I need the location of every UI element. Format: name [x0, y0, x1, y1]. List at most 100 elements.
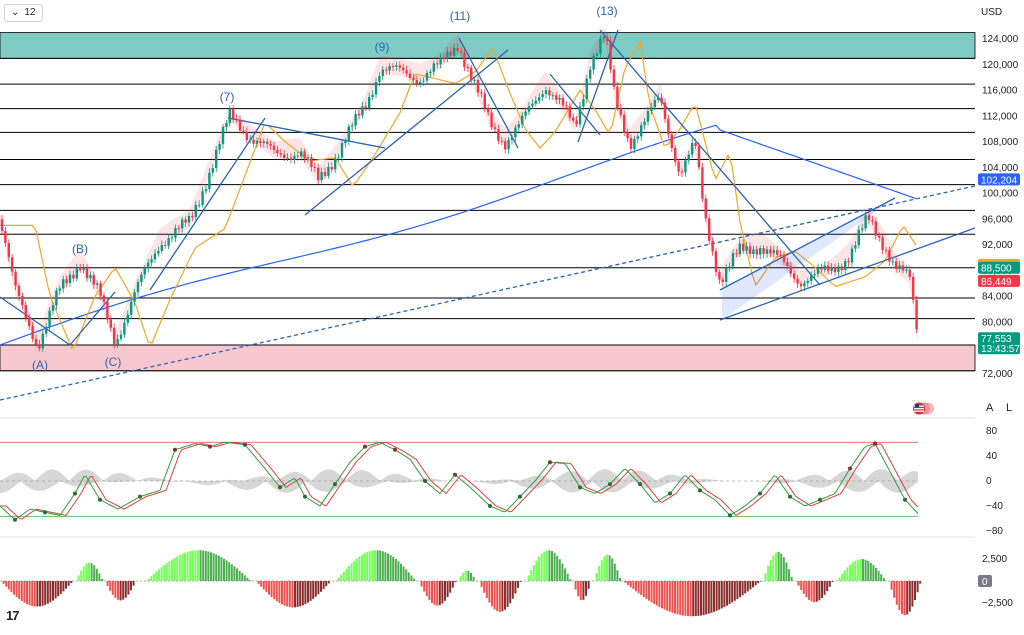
- candle-body: [136, 282, 140, 293]
- histogram-bar: [255, 581, 257, 582]
- price-pane[interactable]: (A) (B) (C) (7) (9) (11) (13): [0, 4, 976, 401]
- stochastic-cross-dot: [208, 444, 212, 449]
- stochastic-pane[interactable]: 80 40 0 −40 −80: [0, 426, 1003, 537]
- candle-body: [878, 235, 881, 238]
- candle-body: [194, 204, 197, 218]
- candle-body: [796, 278, 799, 284]
- histogram-bar: [470, 572, 472, 581]
- histogram-bar: [145, 581, 147, 582]
- histogram-bar: [574, 581, 577, 590]
- wave-label: (11): [450, 9, 470, 23]
- candle-body: [157, 250, 160, 254]
- trend-line: [227, 117, 386, 149]
- histogram-bar: [36, 581, 39, 607]
- candle-body: [198, 204, 201, 206]
- histogram-bar: [132, 581, 135, 586]
- candle-body: [439, 57, 442, 65]
- candle-body: [823, 265, 826, 270]
- candle-body: [85, 268, 89, 279]
- histogram-bar: [483, 581, 486, 593]
- ma-orange-line: [0, 40, 917, 350]
- histogram-bar: [109, 581, 112, 591]
- histogram-bar: [757, 581, 760, 584]
- histogram-bar: [867, 560, 870, 581]
- histogram-bar: [314, 581, 317, 597]
- histogram-bar: [376, 550, 379, 581]
- histogram-bar: [299, 581, 302, 607]
- histogram-bar: [28, 581, 31, 606]
- histogram-bar: [233, 566, 236, 581]
- candle-body: [578, 106, 582, 125]
- candle-body: [266, 141, 269, 144]
- candle-body: [310, 157, 313, 167]
- histogram-bar: [444, 581, 446, 601]
- histogram-bar: [821, 581, 823, 598]
- candle-body: [289, 157, 293, 160]
- histogram-bar: [658, 581, 661, 607]
- histogram-bar: [173, 557, 176, 581]
- histogram-bar: [402, 566, 405, 581]
- histogram-bar: [18, 581, 21, 600]
- candle-body: [643, 121, 646, 126]
- histogram-bar: [451, 581, 454, 588]
- histogram-bar: [273, 581, 276, 600]
- histogram-bar: [919, 581, 922, 584]
- candle-body: [48, 310, 51, 327]
- histogram-bar: [59, 581, 62, 594]
- histogram-bar: [186, 551, 189, 581]
- histogram-bar: [671, 581, 674, 613]
- candle-body: [344, 140, 347, 144]
- candle-body: [364, 106, 367, 109]
- candle-body: [544, 90, 548, 95]
- candle-body: [126, 314, 129, 323]
- us-flag-icon[interactable]: [911, 402, 935, 415]
- histogram-bar: [431, 581, 433, 604]
- resistance-zone: [0, 32, 976, 59]
- histogram-bar: [374, 550, 376, 581]
- histogram-bar: [741, 581, 744, 596]
- auto-scale-button[interactable]: A: [986, 402, 994, 414]
- histogram-bar: [687, 581, 689, 617]
- histogram-bar: [888, 581, 890, 582]
- interval-selector[interactable]: ⌄ 12: [4, 4, 43, 22]
- histogram-bar: [637, 581, 640, 594]
- histogram-bar: [828, 581, 831, 587]
- stochastic-cross-dot: [138, 494, 142, 499]
- log-scale-button[interactable]: L: [1006, 402, 1013, 414]
- candle-body: [738, 243, 741, 255]
- candle-body: [405, 70, 408, 74]
- price-axis[interactable]: 124,000 120,000 116,000 112,000 108,000 104,0…: [982, 34, 1019, 380]
- histogram-pane[interactable]: 2,500 −2,500 0: [0, 550, 1013, 617]
- candle-body: [371, 94, 374, 98]
- histogram-bar: [496, 581, 499, 612]
- candle-body: [582, 99, 585, 107]
- histogram-bar: [20, 581, 23, 602]
- histogram-bar: [684, 581, 687, 616]
- stochastic-axis-tick: −80: [986, 526, 1003, 537]
- histogram-bar: [75, 581, 77, 582]
- candle-body: [602, 36, 605, 39]
- candle-body: [306, 157, 310, 159]
- histogram-bar: [788, 569, 790, 581]
- candle-body: [102, 295, 106, 302]
- histogram-bar: [355, 558, 358, 581]
- histogram-bar: [785, 562, 788, 581]
- histogram-bar: [5, 581, 8, 587]
- histogram-bar: [627, 581, 630, 586]
- histogram-bar: [400, 563, 402, 581]
- candle-body: [24, 304, 27, 318]
- histogram-bar: [635, 581, 637, 592]
- candle-body: [334, 157, 337, 170]
- candle-body: [38, 344, 41, 349]
- candle-body: [14, 271, 17, 286]
- histogram-bar: [23, 581, 26, 603]
- candle-body: [548, 90, 551, 96]
- histogram-bar: [111, 581, 114, 595]
- histogram-bar: [715, 581, 718, 611]
- wave-label: (9): [375, 40, 390, 54]
- histogram-bar: [579, 581, 582, 600]
- candle-body: [629, 138, 633, 149]
- histogram-bar: [808, 581, 810, 600]
